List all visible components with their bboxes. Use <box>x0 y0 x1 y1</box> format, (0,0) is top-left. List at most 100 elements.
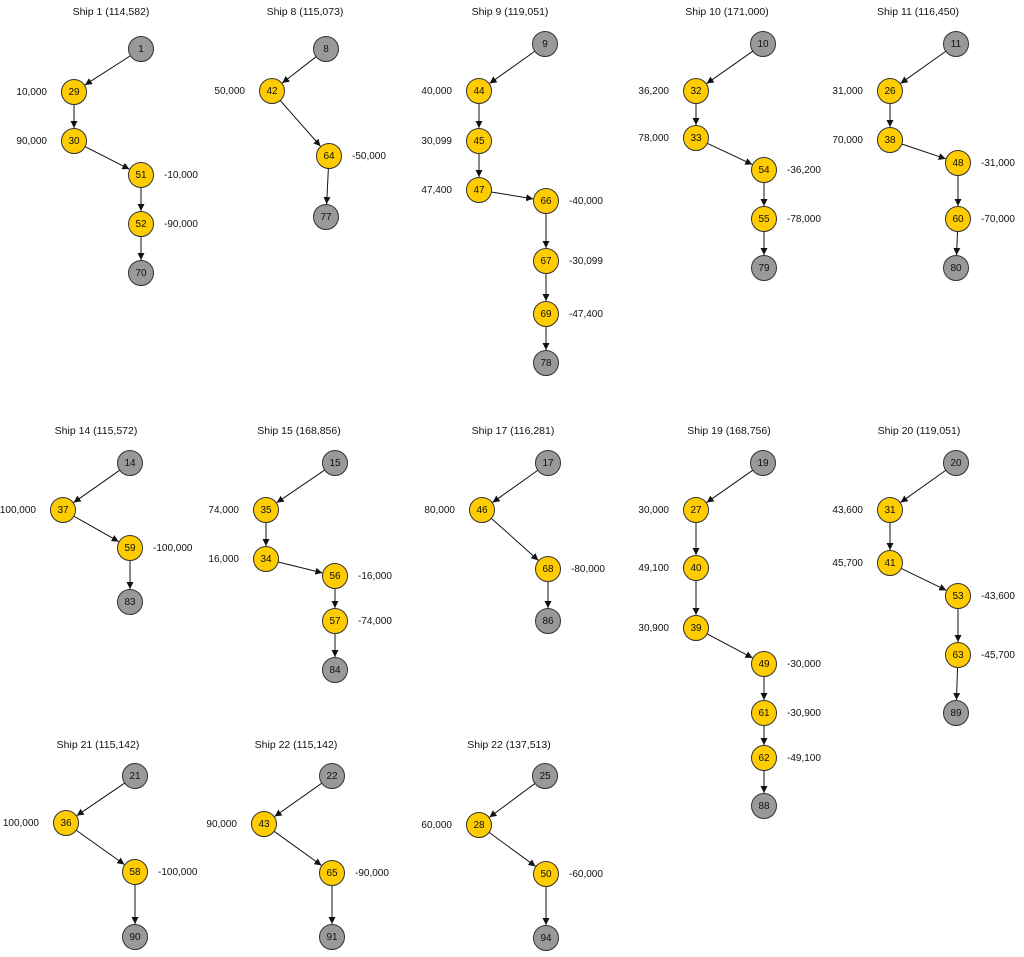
node-label-44: 44 <box>473 86 485 97</box>
node-9 <box>532 31 558 57</box>
panel-title-ship-1-114-582: Ship 1 (114,582) <box>73 6 150 18</box>
flow-amount-48: -31,000 <box>981 158 1015 169</box>
flow-amount-59: -100,000 <box>153 543 193 554</box>
edge-37-to-59 <box>73 515 119 543</box>
node-label-70: 70 <box>135 268 147 279</box>
flow-amount-34: 16,000 <box>208 554 239 565</box>
panel-title-ship-14-115-572: Ship 14 (115,572) <box>55 425 138 437</box>
node-label-29: 29 <box>68 87 80 98</box>
node-label-8: 8 <box>323 44 329 55</box>
flow-amount-61: -30,900 <box>787 708 821 719</box>
node-label-90: 90 <box>129 932 141 943</box>
edge-47-to-66 <box>491 191 534 202</box>
node-label-91: 91 <box>326 932 338 943</box>
node-78 <box>533 350 559 376</box>
flow-amount-55: -78,000 <box>787 214 821 225</box>
edge-63-to-89 <box>953 667 961 701</box>
node-label-89: 89 <box>950 708 962 719</box>
flow-amount-64: -50,000 <box>352 151 386 162</box>
edge-11-to-26 <box>900 50 947 84</box>
edge-25-to-28 <box>489 783 536 818</box>
node-45 <box>466 128 492 154</box>
flow-amount-32: 36,200 <box>638 86 669 97</box>
node-label-22: 22 <box>326 771 338 782</box>
node-1 <box>128 36 154 62</box>
panel-title-ship-8-115-073: Ship 8 (115,073) <box>267 6 344 18</box>
node-label-34: 34 <box>260 554 272 565</box>
node-label-84: 84 <box>329 665 341 676</box>
flow-amount-40: 49,100 <box>638 563 669 574</box>
node-40 <box>683 555 709 581</box>
edge-17-to-46 <box>492 469 539 503</box>
node-label-57: 57 <box>329 616 341 627</box>
node-27 <box>683 497 709 523</box>
flow-amount-44: 40,000 <box>421 86 452 97</box>
node-label-37: 37 <box>57 505 69 516</box>
node-15 <box>322 450 348 476</box>
flow-amount-49: -30,000 <box>787 659 821 670</box>
flow-amount-45: 30,099 <box>421 136 452 147</box>
node-69 <box>533 301 559 327</box>
node-label-49: 49 <box>758 659 770 670</box>
node-label-10: 10 <box>757 39 769 50</box>
node-label-46: 46 <box>476 505 488 516</box>
flow-amount-51: -10,000 <box>164 170 198 181</box>
node-90 <box>122 924 148 950</box>
node-36 <box>53 810 79 836</box>
edge-22-to-43 <box>274 782 323 817</box>
edge-43-to-65 <box>273 830 322 866</box>
node-label-62: 62 <box>758 753 770 764</box>
flow-amount-30: 90,000 <box>16 136 47 147</box>
node-label-21: 21 <box>129 771 141 782</box>
node-17 <box>535 450 561 476</box>
node-label-80: 80 <box>950 263 962 274</box>
flow-amount-29: 10,000 <box>16 87 47 98</box>
node-22 <box>319 763 345 789</box>
node-26 <box>877 78 903 104</box>
node-10 <box>750 31 776 57</box>
node-label-65: 65 <box>326 868 338 879</box>
node-label-60: 60 <box>952 214 964 225</box>
node-62 <box>751 745 777 771</box>
node-32 <box>683 78 709 104</box>
node-label-66: 66 <box>540 196 552 207</box>
flow-amount-57: -74,000 <box>358 616 392 627</box>
node-label-83: 83 <box>124 597 136 608</box>
node-58 <box>122 859 148 885</box>
node-label-28: 28 <box>473 820 485 831</box>
node-14 <box>117 450 143 476</box>
panel-title-ship-19-168-756: Ship 19 (168,756) <box>687 425 770 437</box>
node-label-15: 15 <box>329 458 341 469</box>
node-label-64: 64 <box>323 151 335 162</box>
node-84 <box>322 657 348 683</box>
edge-19-to-27 <box>706 469 754 503</box>
node-54 <box>751 157 777 183</box>
flow-amount-63: -45,700 <box>981 650 1015 661</box>
flow-amount-50: -60,000 <box>569 869 603 880</box>
node-44 <box>466 78 492 104</box>
flow-amount-43: 90,000 <box>206 819 237 830</box>
node-20 <box>943 450 969 476</box>
node-19 <box>750 450 776 476</box>
flow-amount-35: 74,000 <box>208 505 239 516</box>
node-70 <box>128 260 154 286</box>
flow-amount-47: 47,400 <box>421 185 452 196</box>
flow-amount-42: 50,000 <box>214 86 245 97</box>
flow-amount-31: 43,600 <box>832 505 863 516</box>
node-label-9: 9 <box>542 39 548 50</box>
flow-amount-39: 30,900 <box>638 623 669 634</box>
node-label-31: 31 <box>884 505 896 516</box>
node-label-26: 26 <box>884 86 896 97</box>
panel-title-ship-11-116-450: Ship 11 (116,450) <box>877 6 959 18</box>
node-label-25: 25 <box>539 771 551 782</box>
flow-amount-33: 78,000 <box>638 133 669 144</box>
node-label-14: 14 <box>124 458 136 469</box>
node-57 <box>322 608 348 634</box>
node-label-47: 47 <box>473 185 485 196</box>
node-label-39: 39 <box>690 623 702 634</box>
flow-amount-27: 30,000 <box>638 505 669 516</box>
node-label-54: 54 <box>758 165 770 176</box>
node-67 <box>533 248 559 274</box>
node-21 <box>122 763 148 789</box>
node-label-77: 77 <box>320 212 332 223</box>
